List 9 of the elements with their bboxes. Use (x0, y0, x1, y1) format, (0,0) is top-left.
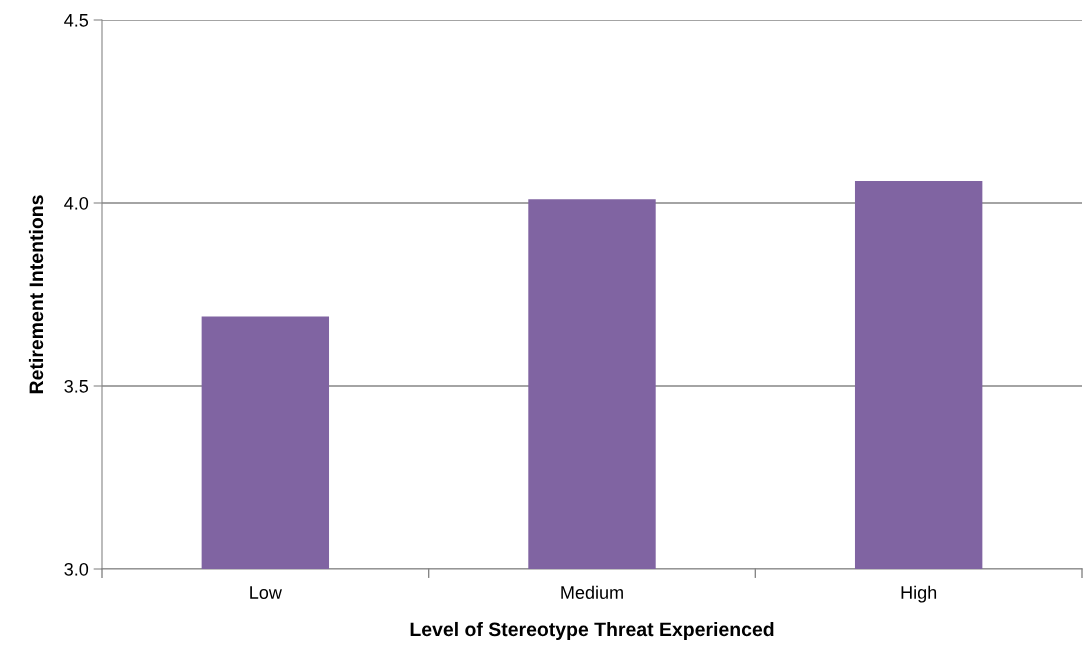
y-tick-label: 3.5 (64, 379, 89, 393)
x-tick-label: Low (250, 586, 282, 599)
y-tick-label: 3.0 (64, 562, 89, 576)
y-tick-label: 4.0 (64, 196, 89, 210)
x-tick-label: Medium (561, 585, 623, 599)
y-tick-label: 4.5 (64, 14, 89, 27)
y-axis-title: Retirement Intentions (28, 195, 44, 394)
x-tick-label: High (901, 585, 937, 603)
x-axis-title: Level of Stereotype Threat Experienced (410, 621, 774, 641)
